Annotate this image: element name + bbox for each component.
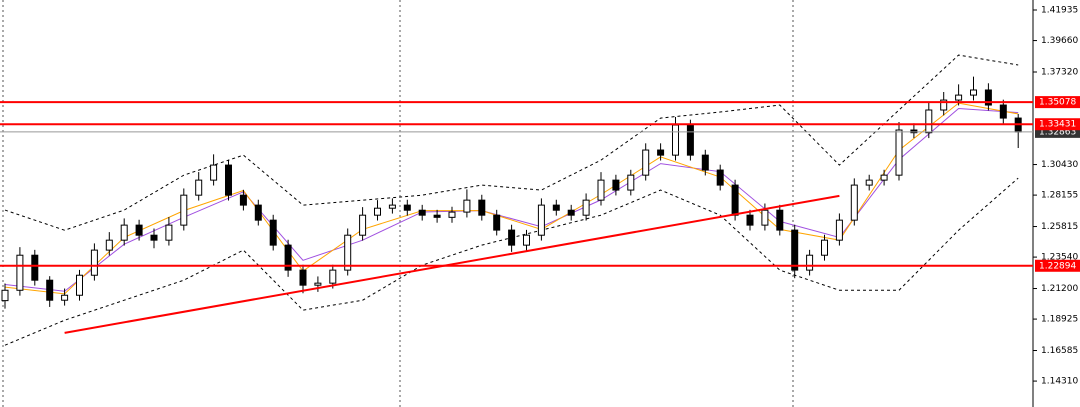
candle-body <box>552 204 560 211</box>
y-tick-label: 1.41935 <box>1041 6 1078 16</box>
candle-body <box>61 294 69 301</box>
candle-body <box>523 234 530 246</box>
candle-body <box>76 274 83 296</box>
last-price-label: 1.32863 <box>1039 127 1076 137</box>
candle-body <box>433 214 441 218</box>
y-tick-label: 1.16585 <box>1041 346 1078 356</box>
candle-body <box>374 207 381 216</box>
y-tick-label: 1.30430 <box>1041 160 1078 170</box>
candle-body <box>210 164 218 181</box>
candle-body <box>254 204 262 221</box>
level-label: 1.22894 <box>1039 261 1076 271</box>
candle-body <box>746 214 754 226</box>
candle-body <box>821 239 828 256</box>
candle-body <box>195 179 203 196</box>
candle-body <box>135 224 143 236</box>
y-tick-label: 1.39660 <box>1041 36 1078 46</box>
candle-body <box>776 209 784 231</box>
candle-body <box>403 204 411 211</box>
candle-body <box>642 149 650 176</box>
candle-body <box>105 239 113 251</box>
candle-body <box>1 289 9 302</box>
candle-body <box>299 269 307 286</box>
candle-body <box>314 282 322 286</box>
y-tick-label: 1.14310 <box>1041 377 1078 387</box>
candle-body <box>597 179 605 201</box>
candle-body <box>761 209 769 226</box>
candle-body <box>999 104 1007 119</box>
candle-body <box>850 184 858 221</box>
candle-body <box>90 249 98 276</box>
candle-body <box>940 99 948 111</box>
candle-body <box>731 184 739 216</box>
candle-body <box>686 124 694 156</box>
candle-body <box>16 254 24 291</box>
level-box <box>1035 118 1080 131</box>
candle-body <box>463 199 471 213</box>
level-box <box>1035 259 1080 272</box>
candle-body <box>895 129 903 176</box>
candle-body <box>120 224 128 241</box>
candle-body <box>165 224 173 241</box>
candle-body <box>493 214 501 231</box>
y-tick-label: 1.28155 <box>1041 191 1078 201</box>
candle-body <box>225 164 232 196</box>
candle-body <box>388 204 396 209</box>
candle-body <box>269 219 277 246</box>
candle-body <box>180 194 188 226</box>
candle-body <box>955 94 963 101</box>
candle-body <box>582 199 590 216</box>
candle-body <box>344 234 352 271</box>
candle-body <box>284 244 292 271</box>
candle-body <box>537 204 545 236</box>
candle-body <box>31 254 39 281</box>
candle-body <box>835 219 843 241</box>
candle-body <box>880 174 888 181</box>
candle-body <box>612 179 620 191</box>
candle-body <box>448 211 456 218</box>
candle-body <box>627 174 635 191</box>
candle-body <box>701 154 709 171</box>
candle-body <box>329 269 337 284</box>
candle-body <box>806 254 814 271</box>
y-tick-label: 1.37320 <box>1041 67 1078 77</box>
candle-body <box>150 234 158 241</box>
y-tick-label: 1.25815 <box>1041 222 1078 232</box>
candle-body <box>239 194 247 206</box>
level-label: 1.33431 <box>1039 120 1076 130</box>
y-tick-label: 1.21200 <box>1041 284 1078 294</box>
candle-body <box>418 209 426 216</box>
candle-body <box>657 149 665 156</box>
trendline <box>64 194 840 334</box>
candle-body <box>672 124 679 156</box>
candle-body <box>716 169 724 186</box>
candle-body <box>478 199 486 216</box>
level-box <box>1035 96 1080 109</box>
level-label: 1.35078 <box>1039 98 1076 108</box>
y-tick-label: 1.18925 <box>1041 315 1078 325</box>
y-tick-label: 1.23540 <box>1041 253 1078 263</box>
candle-body <box>791 229 799 271</box>
candle-body <box>865 179 873 186</box>
candle-body <box>984 89 992 106</box>
candle-body <box>567 209 575 216</box>
candle-body <box>46 279 54 301</box>
candle-body <box>508 229 516 246</box>
candle-body <box>925 109 933 134</box>
moving-average <box>4 102 1019 295</box>
candle-body <box>970 89 977 96</box>
candle-body <box>359 214 367 236</box>
